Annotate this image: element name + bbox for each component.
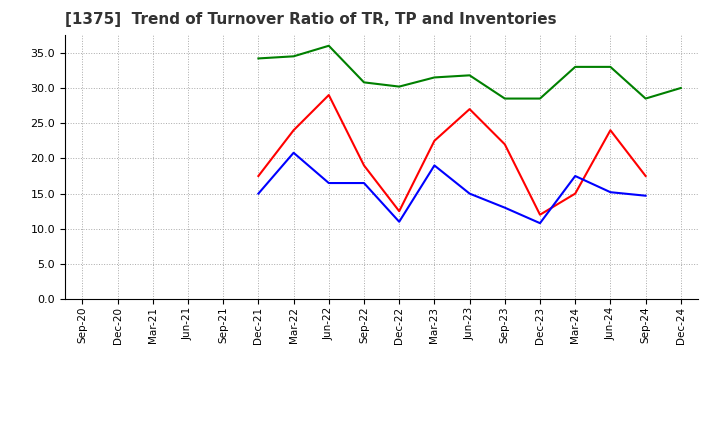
Inventories [289, 54, 298, 59]
Trade Receivables [606, 128, 615, 133]
Trade Payables [500, 205, 509, 210]
Trade Receivables [536, 212, 544, 217]
Inventories [395, 84, 403, 89]
Trade Payables [325, 180, 333, 186]
Inventories [642, 96, 650, 101]
Trade Receivables [642, 173, 650, 179]
Trade Receivables [465, 106, 474, 112]
Trade Payables [465, 191, 474, 196]
Trade Receivables [360, 163, 369, 168]
Inventories [571, 64, 580, 70]
Trade Receivables [500, 142, 509, 147]
Inventories [500, 96, 509, 101]
Trade Receivables [430, 138, 438, 143]
Inventories [606, 64, 615, 70]
Line: Trade Payables: Trade Payables [258, 153, 646, 223]
Trade Receivables [571, 191, 580, 196]
Line: Inventories: Inventories [258, 46, 681, 99]
Trade Payables [536, 220, 544, 226]
Inventories [536, 96, 544, 101]
Inventories [677, 85, 685, 91]
Inventories [430, 75, 438, 80]
Trade Payables [571, 173, 580, 179]
Trade Receivables [325, 92, 333, 98]
Trade Payables [289, 150, 298, 155]
Trade Receivables [254, 173, 263, 179]
Trade Receivables [289, 128, 298, 133]
Trade Payables [395, 219, 403, 224]
Trade Payables [642, 193, 650, 198]
Line: Trade Receivables: Trade Receivables [258, 95, 646, 215]
Trade Payables [606, 190, 615, 195]
Trade Payables [430, 163, 438, 168]
Inventories [465, 73, 474, 78]
Trade Receivables [395, 209, 403, 214]
Trade Payables [360, 180, 369, 186]
Inventories [254, 56, 263, 61]
Inventories [360, 80, 369, 85]
Inventories [325, 43, 333, 48]
Text: [1375]  Trend of Turnover Ratio of TR, TP and Inventories: [1375] Trend of Turnover Ratio of TR, TP… [65, 12, 557, 27]
Trade Payables [254, 191, 263, 196]
